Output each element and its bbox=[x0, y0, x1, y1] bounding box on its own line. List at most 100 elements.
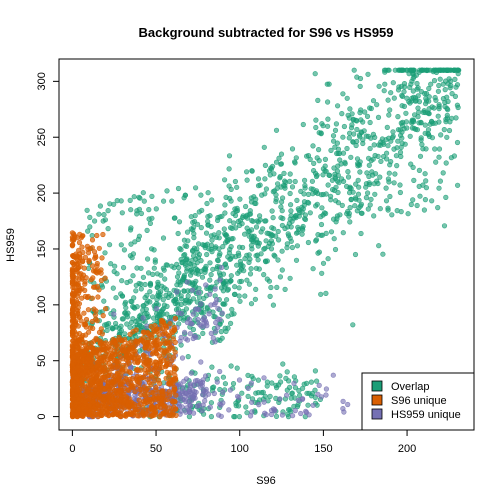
overlap-point bbox=[287, 384, 293, 391]
overlap-point bbox=[452, 93, 459, 99]
overlap-point bbox=[247, 256, 253, 262]
overlap-point bbox=[444, 105, 450, 112]
overlap-point bbox=[105, 320, 112, 327]
overlap-point bbox=[273, 199, 279, 205]
overlap-point bbox=[220, 301, 226, 307]
overlap-point bbox=[423, 178, 429, 184]
s96-unique-point bbox=[156, 345, 162, 352]
y-tick-label: 50 bbox=[36, 355, 48, 367]
overlap-point bbox=[360, 137, 366, 143]
overlap-point bbox=[353, 117, 359, 123]
overlap-point bbox=[399, 93, 406, 99]
s96-unique-point bbox=[75, 352, 81, 358]
overlap-point bbox=[279, 267, 285, 273]
overlap-point bbox=[397, 127, 403, 133]
overlap-point bbox=[415, 114, 421, 120]
overlap-point bbox=[284, 369, 290, 375]
overlap-point bbox=[85, 265, 92, 272]
s96-unique-point bbox=[167, 321, 173, 327]
s96-unique-point bbox=[123, 362, 129, 368]
overlap-point bbox=[199, 274, 206, 280]
overlap-point bbox=[173, 296, 179, 302]
overlap-point bbox=[435, 88, 442, 94]
overlap-point bbox=[318, 232, 324, 238]
overlap-point bbox=[226, 153, 233, 159]
s96-unique-point bbox=[153, 385, 159, 391]
s96-unique-point bbox=[155, 371, 161, 377]
overlap-point bbox=[160, 297, 166, 303]
s96-unique-point bbox=[88, 378, 94, 384]
overlap-point bbox=[288, 202, 294, 208]
overlap-point bbox=[222, 381, 228, 387]
overlap-point bbox=[141, 198, 147, 204]
s96-unique-point bbox=[77, 231, 83, 237]
overlap-point bbox=[386, 112, 392, 118]
overlap-point bbox=[424, 110, 431, 116]
overlap-point bbox=[232, 206, 238, 212]
x-tick-label: 200 bbox=[398, 443, 416, 455]
overlap-point bbox=[222, 202, 228, 208]
s96-unique-point bbox=[82, 254, 88, 260]
overlap-point bbox=[348, 125, 355, 131]
overlap-point bbox=[444, 112, 450, 118]
hs959-unique-point bbox=[268, 411, 275, 418]
overlap-point bbox=[305, 402, 311, 408]
overlap-point bbox=[312, 71, 318, 77]
overlap-point bbox=[344, 145, 350, 152]
overlap-point bbox=[195, 254, 202, 260]
overlap-point bbox=[224, 237, 230, 243]
legend-swatch-s96-unique bbox=[371, 394, 383, 406]
overlap-point bbox=[220, 374, 226, 380]
hs959-unique-point bbox=[248, 380, 254, 386]
overlap-point bbox=[357, 159, 363, 165]
overlap-point bbox=[201, 295, 207, 302]
s96-unique-point bbox=[86, 258, 92, 265]
overlap-point bbox=[432, 94, 438, 101]
s96-unique-point bbox=[171, 354, 177, 360]
overlap-point bbox=[355, 191, 362, 197]
overlap-point bbox=[330, 187, 336, 193]
overlap-point bbox=[278, 161, 284, 167]
overlap-point bbox=[137, 322, 143, 328]
y-tick-label: 100 bbox=[36, 296, 48, 314]
overlap-point bbox=[178, 301, 184, 308]
overlap-point bbox=[339, 202, 345, 208]
s96-unique-point bbox=[133, 407, 139, 413]
s96-unique-point bbox=[172, 399, 178, 405]
overlap-point bbox=[328, 147, 334, 153]
overlap-point bbox=[435, 205, 441, 211]
overlap-point bbox=[245, 393, 251, 400]
s96-unique-point bbox=[164, 412, 170, 418]
overlap-point bbox=[351, 67, 357, 73]
overlap-point bbox=[164, 303, 170, 310]
s96-unique-point bbox=[153, 351, 160, 357]
overlap-point bbox=[255, 257, 261, 263]
overlap-point bbox=[414, 202, 420, 209]
overlap-point bbox=[219, 213, 225, 219]
s96-unique-point bbox=[108, 378, 114, 384]
overlap-point bbox=[384, 156, 390, 162]
overlap-point bbox=[186, 300, 192, 306]
hs959-unique-point bbox=[187, 383, 193, 389]
s96-unique-point bbox=[143, 339, 149, 346]
overlap-point bbox=[185, 354, 191, 360]
overlap-point bbox=[245, 229, 251, 235]
s96-unique-point bbox=[132, 351, 138, 357]
overlap-point bbox=[262, 162, 269, 168]
s96-unique-point bbox=[96, 245, 102, 251]
hs959-unique-point bbox=[185, 337, 191, 343]
overlap-point bbox=[204, 200, 210, 207]
overlap-point bbox=[122, 331, 128, 337]
overlap-point bbox=[118, 242, 124, 248]
overlap-point bbox=[395, 67, 402, 73]
s96-unique-point bbox=[121, 336, 128, 343]
s96-unique-point bbox=[153, 342, 159, 348]
overlap-point bbox=[377, 174, 383, 180]
overlap-point bbox=[314, 378, 320, 384]
hs959-unique-point bbox=[184, 279, 190, 285]
hs959-unique-point bbox=[201, 323, 207, 329]
s96-unique-point bbox=[170, 336, 176, 342]
s96-unique-point bbox=[120, 366, 126, 372]
overlap-point bbox=[288, 224, 294, 230]
overlap-point bbox=[268, 284, 274, 291]
